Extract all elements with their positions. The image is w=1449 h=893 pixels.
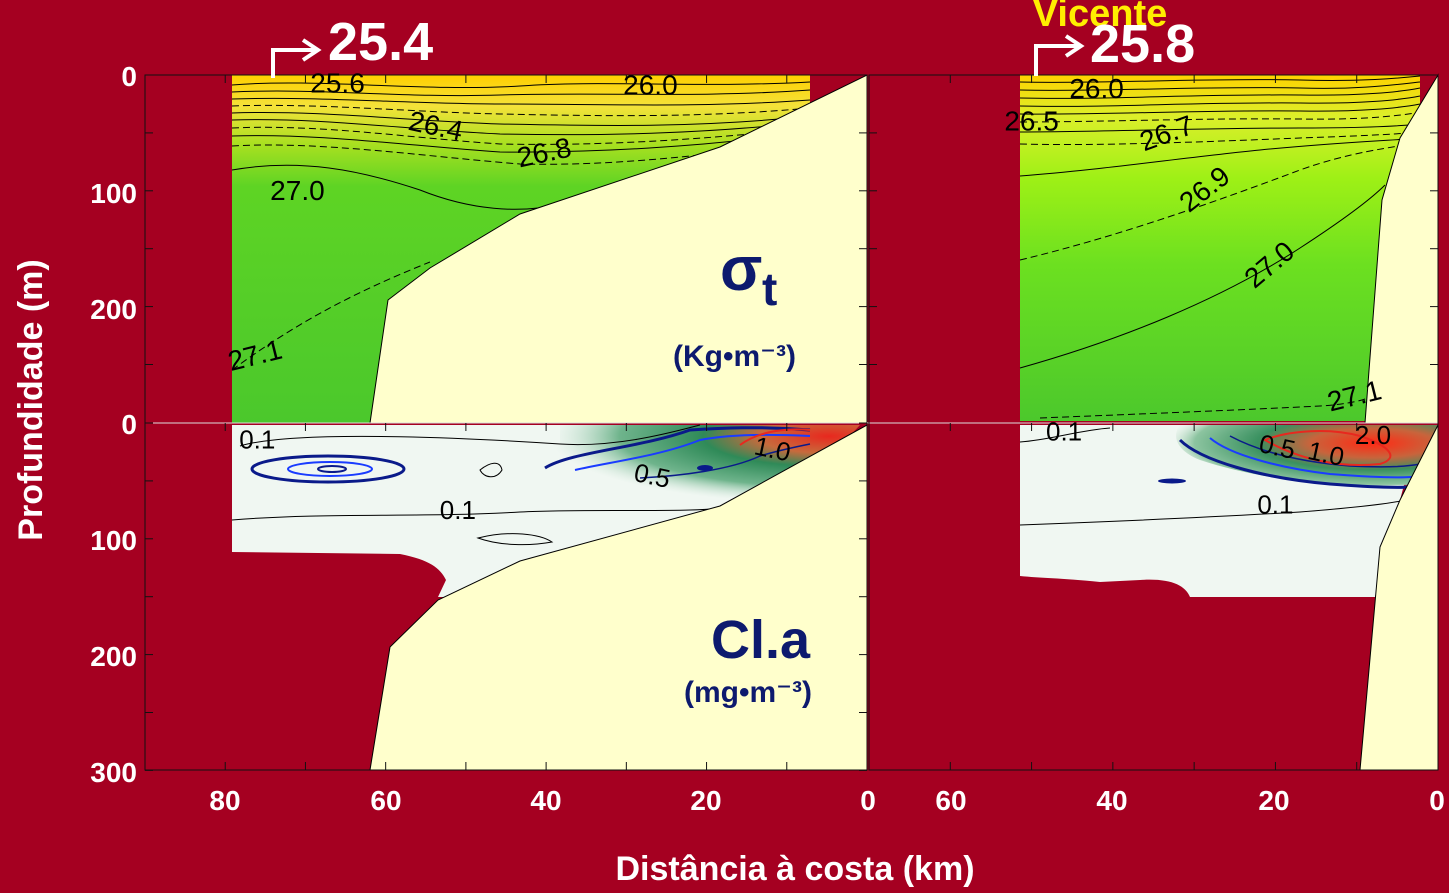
contour-label: 1.0	[1305, 435, 1347, 472]
panel-right-bottom	[869, 423, 1439, 771]
y-tick-label: 100	[90, 178, 137, 209]
chl-contours	[231, 424, 811, 546]
sigma-field	[1020, 75, 1420, 421]
section-label: 25.4	[328, 12, 433, 72]
x-tick-labels: 80 60 40 20 0 60 40 20 0	[209, 785, 1444, 816]
chl-title: Cl.a	[711, 610, 811, 670]
x-tick-label: 60	[370, 785, 401, 816]
contour-label: 0.1	[239, 424, 275, 454]
contour-label: 0.1	[440, 495, 476, 525]
panel-left-bottom	[145, 423, 868, 771]
x-tick-label: 20	[1258, 785, 1289, 816]
tick-marks	[145, 74, 1439, 771]
x-tick-label: 0	[1429, 785, 1445, 816]
isopycnal-lines	[1019, 75, 1421, 419]
x-tick-label: 40	[530, 785, 561, 816]
x-tick-label: 20	[690, 785, 721, 816]
chl-units: (mg•m⁻³)	[684, 676, 812, 709]
x-tick-label: 0	[860, 785, 876, 816]
section-label: 25.8	[1090, 14, 1195, 74]
y-tick-label: 0	[121, 409, 137, 440]
contour-label: 1.0	[752, 431, 794, 468]
arrow-icon	[1034, 34, 1085, 76]
y-tick-label: 200	[90, 641, 137, 672]
x-tick-label: 60	[935, 785, 966, 816]
contour-label: 0.1	[1046, 416, 1082, 446]
x-tick-label: 80	[209, 785, 240, 816]
section-header-left: 25.4	[271, 12, 433, 78]
arrow-icon	[271, 38, 322, 78]
contour-label: 26.0	[1069, 73, 1124, 104]
x-axis-title: Distância à costa (km)	[615, 850, 974, 888]
contour-label: 0.1	[1257, 489, 1293, 519]
y-tick-label: 200	[90, 294, 137, 325]
y-axis-title: Profundidade (m)	[12, 259, 50, 540]
sigma-t-label: σ t (Kg•m⁻³)	[673, 235, 796, 373]
isopycnal-lines	[231, 81, 811, 371]
chl-contours	[1019, 427, 1421, 526]
contour-label: 0.5	[1256, 428, 1298, 465]
sigma-symbol: σ	[720, 235, 762, 304]
panel-right-top	[869, 73, 1439, 424]
sigma-units: (Kg•m⁻³)	[673, 340, 796, 373]
section-header-right: Vicente 25.8	[1033, 0, 1195, 76]
station-name: Vicente	[1033, 0, 1167, 35]
y-tick-labels: 0 100 200 0 100 200 300	[90, 61, 137, 788]
contour-label: 26.0	[623, 70, 678, 101]
chl-label: Cl.a (mg•m⁻³)	[684, 610, 812, 709]
contour-label: 26.5	[1004, 106, 1059, 137]
y-tick-label: 0	[121, 61, 137, 92]
y-tick-label: 100	[90, 525, 137, 556]
panel-left-top	[145, 74, 868, 424]
contour-label: 2.0	[1355, 420, 1391, 450]
x-tick-label: 40	[1096, 785, 1127, 816]
sigma-subscript: t	[762, 263, 777, 315]
contour-label: 0.5	[631, 457, 673, 494]
contour-label: 25.6	[310, 67, 365, 98]
contour-label: 27.0	[270, 175, 325, 206]
y-tick-label: 300	[90, 757, 137, 788]
